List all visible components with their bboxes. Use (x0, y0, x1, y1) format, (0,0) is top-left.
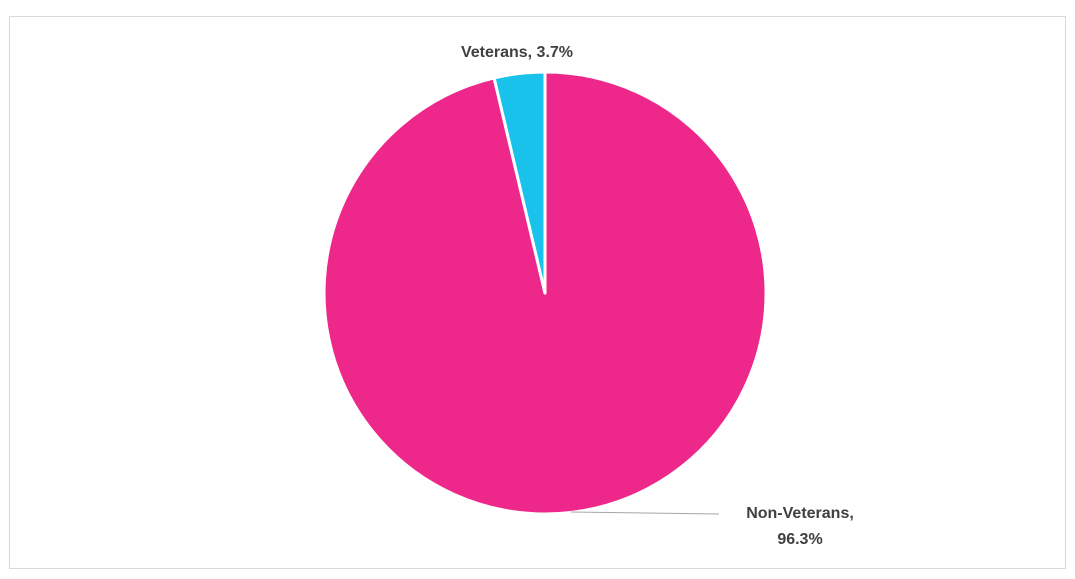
slice-label-non-veterans-name: Non-Veterans, (746, 505, 854, 522)
slice-label-non-veterans: Non-Veterans, 96.3% (746, 505, 854, 548)
slice-label-veterans: Veterans, 3.7% (461, 44, 573, 61)
slice-label-non-veterans-value: 96.3% (777, 531, 822, 548)
leader-line-non-veterans (570, 511, 720, 515)
slice-label-veterans-text: Veterans, 3.7% (461, 44, 573, 61)
pie-slice-veterans (492, 70, 547, 295)
pie-slices (322, 70, 768, 516)
